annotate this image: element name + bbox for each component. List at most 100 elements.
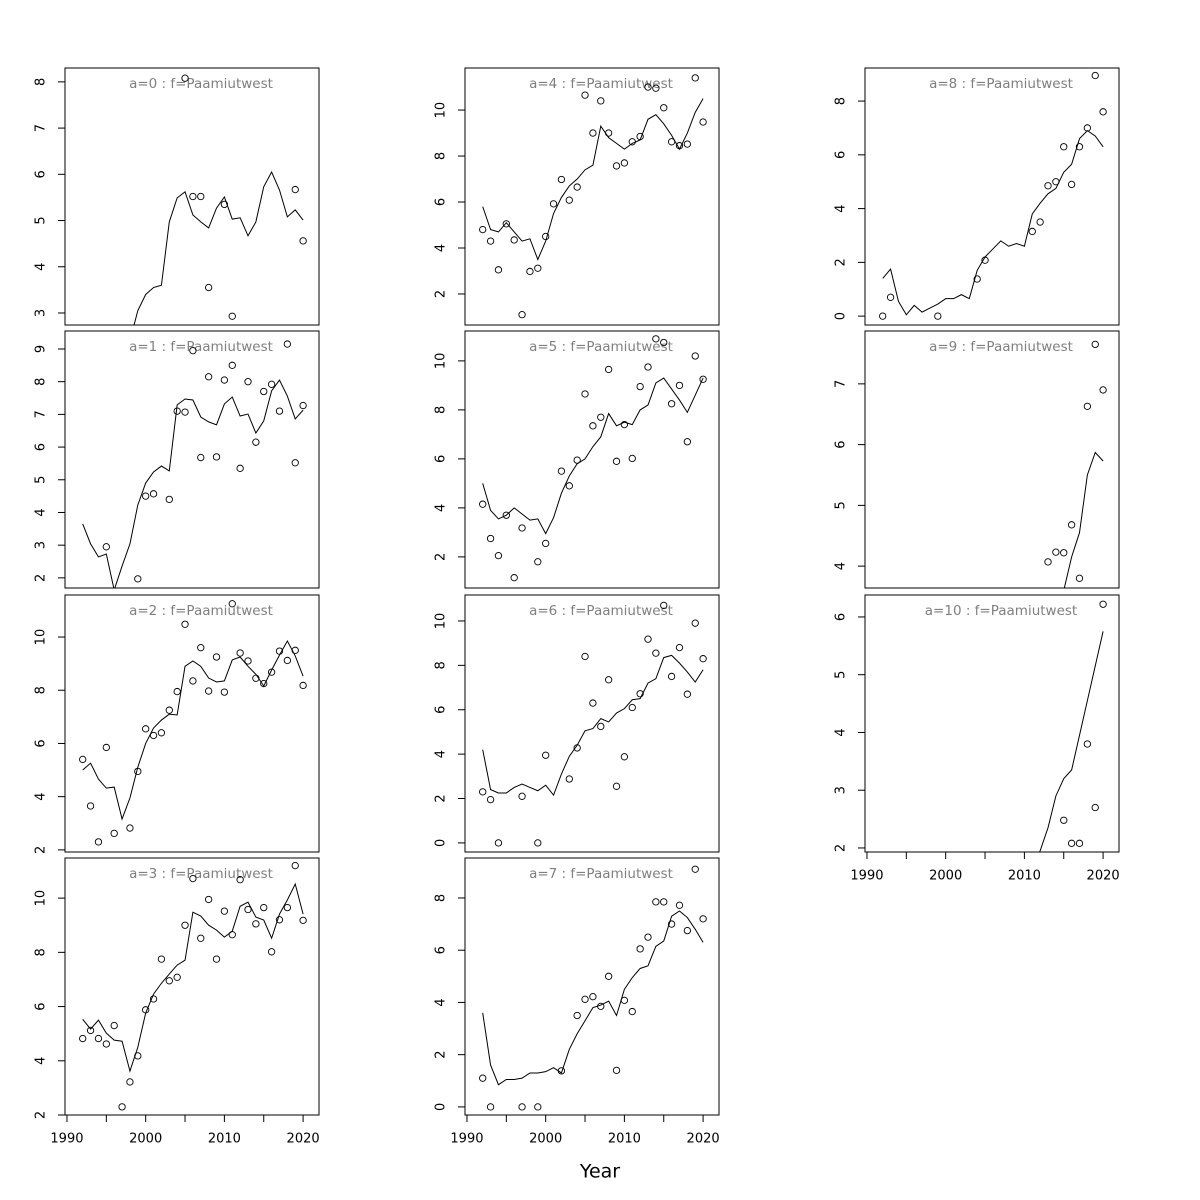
observed-point [260,387,268,396]
observed-point [228,600,236,608]
observed-point [691,74,699,82]
observed-point [79,755,87,764]
fit-line [1063,451,1104,588]
plot-box [64,857,320,1116]
observed-point [691,865,699,873]
observed-point [612,162,621,170]
observed-point [1075,839,1084,847]
observed-point [220,907,229,915]
observed-point [510,236,518,244]
observed-point [142,1006,150,1014]
observed-point [1060,549,1068,557]
y-tick-label: 6 [34,1002,49,1010]
observed-point [220,376,229,384]
y-tick-label: 8 [434,152,449,160]
y-tick-label: 7 [34,410,49,418]
observed-point [667,400,676,408]
observed-point [581,652,589,661]
observed-point [1052,178,1060,186]
observed-point [542,232,550,241]
plot-box [464,330,720,589]
plot-box [464,67,720,326]
plot-area [79,600,307,846]
observed-point [220,200,229,209]
y-tick-label: 6 [434,706,449,714]
observed-point [628,1007,636,1016]
panel-title: a=4 : f=Paamiutwest [529,76,673,92]
observed-point [244,378,252,386]
x-tick-label: 2000 [529,1132,562,1147]
observed-point [260,903,268,912]
observed-point [534,1103,542,1111]
observed-point [134,767,142,776]
observed-point [636,132,644,141]
observed-point [526,267,534,276]
panel: a=4 : f=Paamiutwest 2 4 6 8 10 [434,67,720,326]
observed-point [134,1052,142,1060]
observed-point [612,457,621,465]
observed-point [534,264,542,272]
plot-area [879,71,1107,320]
observed-point [165,495,173,504]
observed-point [1044,182,1052,190]
y-tick-label: 4 [34,508,49,516]
x-tick-label: 2010 [208,1132,241,1147]
observed-point [620,159,629,167]
y-tick-label: 5 [834,501,849,509]
observed-point [675,643,684,652]
y-tick-label: 2 [434,290,449,298]
fit-line [482,98,704,261]
plot-box [464,594,720,853]
observed-point [652,335,660,343]
y-tick-label: 5 [34,216,49,224]
fit-line [133,170,304,325]
panel-title: a=8 : f=Paamiutwest [929,76,1073,92]
observed-point [652,84,660,92]
observed-point [628,454,636,463]
observed-point [518,792,526,800]
observed-point [683,140,692,148]
plot-area [479,601,707,847]
y-tick-label: 8 [834,97,849,105]
observed-point [589,993,597,1001]
x-tick-label: 2020 [1087,869,1120,884]
observed-point [597,97,605,105]
observed-point [252,438,260,446]
x-tick-label: 2000 [929,869,962,884]
panel: a=3 : f=Paamiutwest 2 4 6 8 10 1990 2000 2010 202… [34,857,320,1147]
panel: a=6 : f=Paamiutwest 0 2 4 6 8 10 [434,594,720,853]
observed-point [660,601,668,610]
y-tick-label: 10 [34,890,49,907]
observed-point [479,1074,487,1082]
x-tick-label: 2020 [687,1132,720,1147]
observed-point [102,743,110,752]
observed-point [581,995,589,1003]
observed-point [486,1103,495,1111]
observed-point [589,129,597,137]
observed-point [667,920,676,928]
y-tick-label: 4 [434,750,449,758]
y-tick-label: 7 [834,380,849,388]
panel: a=7 : f=Paamiutwest 0 2 4 6 8 1990 2000 2010 2020 [434,857,720,1147]
observed-point [79,1034,87,1043]
observed-point [604,365,613,374]
observed-point [275,407,284,415]
panel: a=9 : f=Paamiutwest 4 5 6 7 [834,330,1120,589]
observed-point [620,753,629,761]
panel: a=8 : f=Paamiutwest 0 2 4 6 8 [834,67,1120,326]
y-tick-label: 5 [34,476,49,484]
plot-box [864,330,1120,589]
panel-title: a=10 : f=Paamiutwest [925,603,1077,619]
observed-point [291,459,299,467]
plot-box [864,594,1120,853]
observed-point [644,933,652,941]
observed-point [660,104,668,112]
observed-point [699,915,707,923]
observed-point [604,972,613,980]
panel: a=0 : f=Paamiutwest 3 4 5 6 7 8 [34,67,320,326]
observed-point [479,500,487,508]
fit-line [482,377,704,535]
observed-point [612,1066,621,1074]
observed-point [197,453,205,462]
observed-point [228,312,236,320]
